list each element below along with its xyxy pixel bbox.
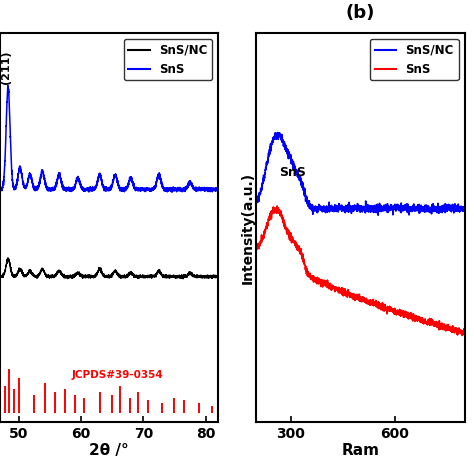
Y-axis label: Intensity(a.u.): Intensity(a.u.): [241, 172, 255, 283]
Legend: SnS/NC, SnS: SnS/NC, SnS: [370, 39, 459, 81]
Text: JCPDS#39-0354: JCPDS#39-0354: [72, 370, 164, 380]
Legend: SnS/NC, SnS: SnS/NC, SnS: [124, 39, 212, 81]
Text: (211): (211): [0, 51, 10, 84]
X-axis label: 2θ /°: 2θ /°: [89, 444, 129, 458]
Text: SnS: SnS: [280, 166, 307, 179]
Text: (b): (b): [346, 3, 375, 21]
X-axis label: Ram: Ram: [341, 444, 379, 458]
